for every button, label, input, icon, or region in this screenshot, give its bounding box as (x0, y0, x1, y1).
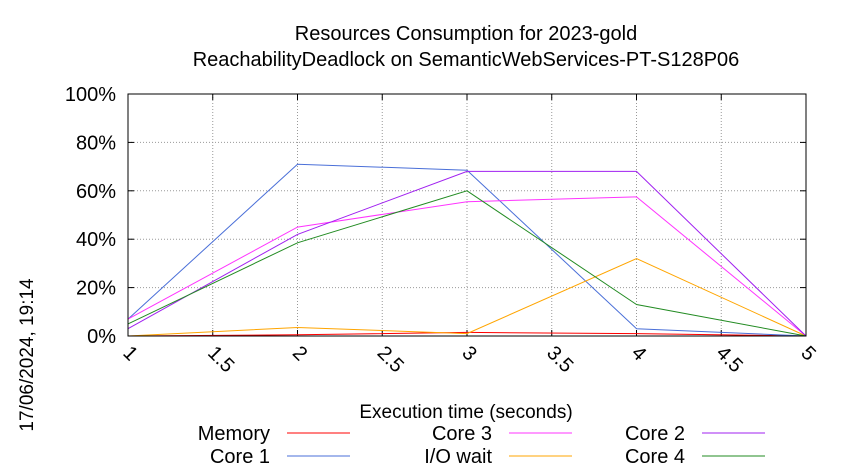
grid (128, 94, 806, 336)
x-tick-label: 2 (288, 342, 311, 365)
x-tick-label: 1.5 (203, 342, 238, 377)
series-line-core-4 (127, 190, 807, 337)
series-line-memory (127, 331, 807, 337)
x-tick-label: 5 (796, 342, 819, 365)
y-axis-ticks: 0% 20% 40% 60% 80% 100% (65, 84, 806, 348)
series-line-core-3 (127, 196, 807, 337)
y-tick-label: 100% (65, 84, 116, 106)
series-line-core-2 (127, 170, 807, 337)
x-tick-label: 3.5 (542, 342, 577, 377)
x-tick-label: 1 (118, 342, 141, 365)
series-line-core-1 (127, 163, 807, 337)
legend-label: Memory (198, 423, 270, 445)
chart-subtitle: ReachabilityDeadlock on SemanticWebServi… (193, 49, 740, 71)
legend-label: Core 1 (210, 446, 270, 468)
y-tick-label: 80% (76, 132, 116, 154)
plot-frame (127, 93, 807, 337)
series-line-i-o-wait (127, 258, 807, 337)
y-tick-label: 0% (87, 326, 116, 348)
legend-label: Core 3 (432, 423, 492, 445)
timestamp-label: 17/06/2024, 19:14 (17, 278, 38, 432)
legend-label: I/O wait (424, 446, 492, 468)
x-tick-label: 2.5 (373, 342, 408, 377)
legend-label: Core 4 (625, 446, 685, 468)
legend-label: Core 2 (625, 423, 685, 445)
chart-title-line1: Resources Consumption for 2023-gold (295, 23, 637, 45)
series-lines (127, 163, 807, 337)
x-axis-label: Execution time (seconds) (359, 402, 572, 423)
x-tick-label: 4.5 (712, 342, 747, 377)
x-tick-label: 4 (627, 342, 650, 365)
y-tick-label: 20% (76, 278, 116, 300)
chart-title: Resources Consumption for 2023-gold Reac… (193, 23, 740, 71)
y-tick-label: 60% (76, 181, 116, 203)
y-tick-label: 40% (76, 229, 116, 251)
x-tick-label: 3 (457, 342, 480, 365)
